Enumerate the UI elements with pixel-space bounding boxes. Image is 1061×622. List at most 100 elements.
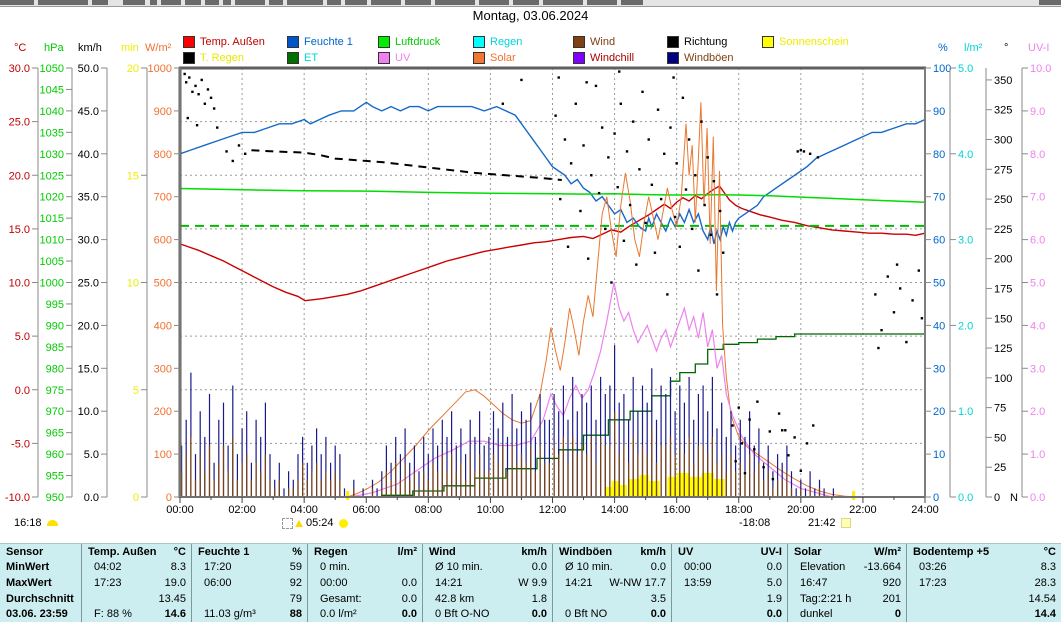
svg-text:25.0: 25.0 bbox=[9, 117, 30, 129]
axis-deg: °350325300275250225200175150125100755025… bbox=[985, 42, 1018, 504]
svg-text:600: 600 bbox=[154, 235, 172, 247]
sensor-column: Sensor MinWert MaxWert Durchschnitt 03.06. 2… bbox=[0, 544, 82, 622]
row-label: Durchschnitt bbox=[6, 592, 74, 605]
table-cell: 06:00 92 bbox=[204, 576, 302, 589]
toolbar-button[interactable] bbox=[185, 0, 201, 5]
svg-text:950: 950 bbox=[46, 492, 64, 504]
legend-item-sonnenschein[interactable]: Sonnenschein bbox=[762, 36, 849, 48]
series-solar bbox=[347, 102, 854, 498]
toolbar-button[interactable] bbox=[205, 0, 219, 5]
table-cell: 0.0 l/m² 0.0 bbox=[320, 608, 417, 621]
svg-text:40: 40 bbox=[933, 320, 945, 332]
svg-text:50: 50 bbox=[994, 432, 1006, 444]
legend-item-et[interactable]: ET bbox=[287, 52, 318, 64]
svg-text:3.0: 3.0 bbox=[958, 235, 973, 247]
toolbar-button[interactable] bbox=[587, 0, 617, 5]
svg-text:50: 50 bbox=[933, 278, 945, 290]
svg-text:200: 200 bbox=[154, 406, 172, 418]
toolbar-button[interactable] bbox=[345, 0, 367, 5]
legend-swatch bbox=[573, 52, 585, 64]
toolbar-button[interactable] bbox=[327, 0, 341, 5]
sun-icon bbox=[338, 518, 348, 528]
svg-text:150: 150 bbox=[994, 313, 1012, 325]
svg-text:90: 90 bbox=[933, 106, 945, 118]
svg-text:5.0: 5.0 bbox=[84, 449, 99, 461]
table-cell: 00:00 0.0 bbox=[320, 576, 417, 589]
toolbar-button[interactable] bbox=[269, 0, 283, 5]
axis-uvi: UV-I 10.0 9.0 8.0 7.0 6.0 5.0 4.0 3.0 2.0 1.0 0.0 bbox=[1021, 42, 1051, 504]
legend-swatch bbox=[473, 36, 485, 48]
table-cell: 17:23 28.3 bbox=[919, 576, 1056, 589]
svg-text:300: 300 bbox=[154, 363, 172, 375]
stat-column-regen: Regen l/m² 0 min. 00:00 0.0 Gesamt: 0.0 0.0 l/m… bbox=[308, 544, 423, 622]
svg-text:2.0: 2.0 bbox=[1030, 406, 1045, 418]
toolbar-button[interactable] bbox=[405, 0, 431, 5]
svg-text:75: 75 bbox=[994, 403, 1006, 415]
toolbar-button[interactable] bbox=[223, 0, 231, 5]
toolbar-button[interactable] bbox=[161, 0, 181, 5]
legend-item-feuchte-1[interactable]: Feuchte 1 bbox=[287, 36, 353, 48]
legend-swatch bbox=[287, 52, 299, 64]
toolbar-button[interactable] bbox=[38, 0, 88, 5]
legend-item-regen[interactable]: Regen bbox=[473, 36, 522, 48]
table-cell: 16:47 920 bbox=[800, 576, 901, 589]
legend-item-uv[interactable]: UV bbox=[378, 52, 410, 64]
legend-label: T. Regen bbox=[200, 52, 245, 64]
svg-text:100: 100 bbox=[933, 63, 951, 75]
legend-item-windb-en[interactable]: Windböen bbox=[667, 52, 734, 64]
legend-item-solar[interactable]: Solar bbox=[473, 52, 516, 64]
toolbar-button[interactable] bbox=[235, 0, 265, 5]
svg-text:400: 400 bbox=[154, 320, 172, 332]
stat-column-wind: Wind km/h Ø 10 min. 0.0 14:21 W 9.9 42.8 km 1.8… bbox=[423, 544, 553, 622]
legend-label: Luftdruck bbox=[395, 36, 441, 48]
legend-item-windchill[interactable]: Windchill bbox=[573, 52, 634, 64]
toolbar-button[interactable] bbox=[435, 0, 475, 5]
svg-text:4.0: 4.0 bbox=[1030, 320, 1045, 332]
svg-text:970: 970 bbox=[46, 406, 64, 418]
svg-text:1045: 1045 bbox=[40, 84, 64, 96]
table-cell: 79 bbox=[289, 592, 302, 605]
svg-text:1050: 1050 bbox=[40, 63, 64, 75]
toolbar-button[interactable] bbox=[543, 0, 583, 5]
svg-text:40.0: 40.0 bbox=[78, 149, 99, 161]
page-title: Montag, 03.06.2024 bbox=[472, 8, 589, 23]
toolbar bbox=[0, 0, 1061, 7]
svg-text:0.0: 0.0 bbox=[84, 492, 99, 504]
legend-swatch bbox=[473, 52, 485, 64]
row-label: MinWert bbox=[6, 561, 50, 574]
toolbar-button[interactable] bbox=[287, 0, 323, 5]
toolbar-button[interactable] bbox=[513, 0, 539, 5]
toolbar-button[interactable] bbox=[0, 0, 34, 5]
legend-item-wind[interactable]: Wind bbox=[573, 36, 615, 48]
table-cell: 0.0 bbox=[766, 608, 782, 621]
legend-item-temp-au-en[interactable]: Temp. Außen bbox=[183, 36, 265, 48]
table-cell: 42.8 km 1.8 bbox=[435, 592, 547, 605]
toolbar-button[interactable] bbox=[123, 0, 145, 5]
svg-text:04:00: 04:00 bbox=[290, 504, 318, 516]
svg-text:10.0: 10.0 bbox=[78, 406, 99, 418]
toolbar-button[interactable] bbox=[371, 0, 401, 5]
legend-item-luftdruck[interactable]: Luftdruck bbox=[378, 36, 440, 48]
svg-text:22:00: 22:00 bbox=[849, 504, 877, 516]
svg-text:W/m²: W/m² bbox=[145, 42, 172, 54]
toolbar-button[interactable] bbox=[1039, 0, 1061, 5]
toolbar-button[interactable] bbox=[150, 0, 157, 5]
svg-text:3.0: 3.0 bbox=[1030, 363, 1045, 375]
toolbar-button[interactable] bbox=[479, 0, 509, 5]
svg-text:5: 5 bbox=[133, 385, 139, 397]
legend-item-richtung[interactable]: Richtung bbox=[667, 36, 727, 48]
toolbar-button[interactable] bbox=[92, 0, 108, 5]
svg-text:5.0: 5.0 bbox=[1030, 278, 1045, 290]
toolbar-button[interactable] bbox=[621, 0, 643, 5]
legend-swatch bbox=[667, 52, 679, 64]
legend-item-t-regen[interactable]: T. Regen bbox=[183, 52, 244, 64]
stat-column-feuchte-1: Feuchte 1% 17:20 59 06:00 92 79 11.03 g/m³ 88 bbox=[192, 544, 308, 622]
svg-text:18:00: 18:00 bbox=[725, 504, 753, 516]
svg-text:1025: 1025 bbox=[40, 170, 64, 182]
table-header-cell: Temp. Außen °C bbox=[88, 545, 186, 558]
axis-kmh: km/h 50.0 45.0 40.0 35.0 30.0 25.0 20.0 15.0 10.0… bbox=[78, 42, 108, 504]
series-richtung-band bbox=[251, 149, 562, 181]
